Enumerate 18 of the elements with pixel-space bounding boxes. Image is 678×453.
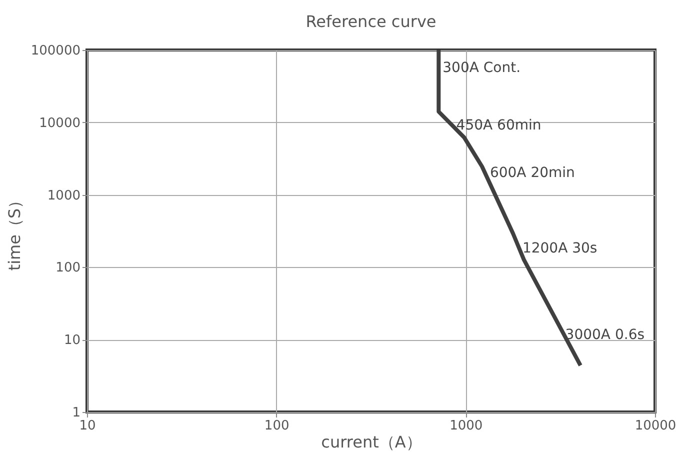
y-tick-label: 10000 — [39, 116, 80, 131]
y-tick-label: 1 — [72, 406, 80, 420]
x-axis-title: current（A） — [321, 432, 422, 452]
annotation: 450A 60min — [456, 117, 542, 134]
annotation: 600A 20min — [490, 165, 575, 182]
annotation: 3000A 0.6s — [565, 327, 645, 344]
y-tick-label: 100 — [56, 260, 80, 276]
x-tick-label: 100 — [264, 418, 290, 434]
y-tick-label: 10 — [64, 333, 80, 348]
annotation: 300A Cont. — [442, 60, 521, 76]
y-axis-title: time（S） — [4, 192, 24, 271]
x-tick-label: 1000 — [450, 418, 483, 434]
x-tick-label: 10000 — [634, 418, 676, 434]
y-tick-label: 1000 — [47, 188, 80, 204]
annotation: 1200A 30s — [522, 240, 598, 257]
x-tick-label: 10 — [79, 418, 96, 434]
chart-title: Reference curve — [306, 12, 436, 31]
y-tick-label: 100000 — [30, 44, 80, 58]
